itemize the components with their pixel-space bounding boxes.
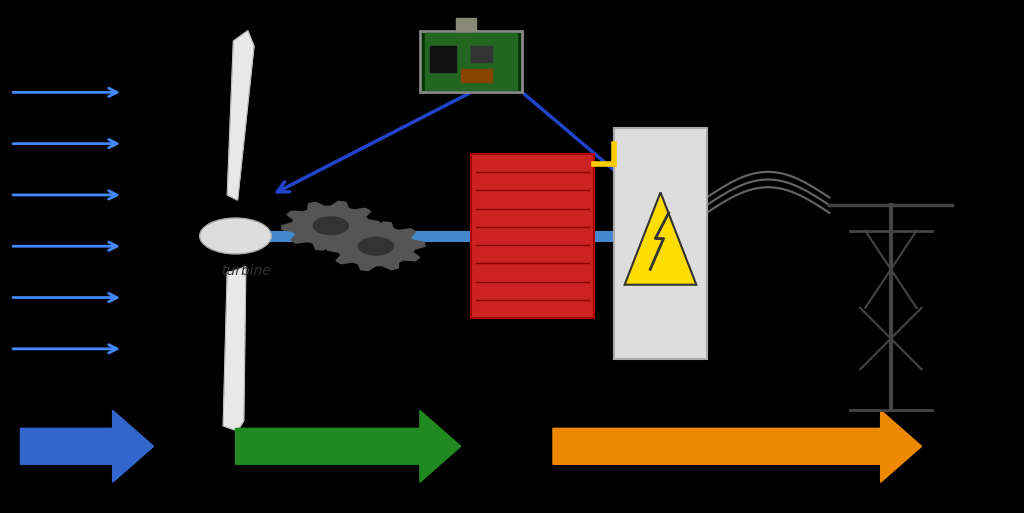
Bar [461,69,492,82]
Circle shape [358,238,393,255]
Polygon shape [223,267,246,431]
Bar [456,18,476,31]
Polygon shape [327,222,425,270]
Bar [425,33,517,90]
Polygon shape [625,192,696,285]
Bar [430,46,456,72]
Bar [471,46,492,62]
FancyArrow shape [236,410,461,482]
FancyArrow shape [553,410,922,482]
Circle shape [313,217,348,234]
Bar [420,31,522,92]
Polygon shape [227,31,254,200]
Bar [614,128,707,359]
FancyArrow shape [20,410,154,482]
Circle shape [200,218,271,254]
Bar [471,154,594,318]
Text: turbine: turbine [221,264,270,278]
Polygon shape [282,202,380,250]
